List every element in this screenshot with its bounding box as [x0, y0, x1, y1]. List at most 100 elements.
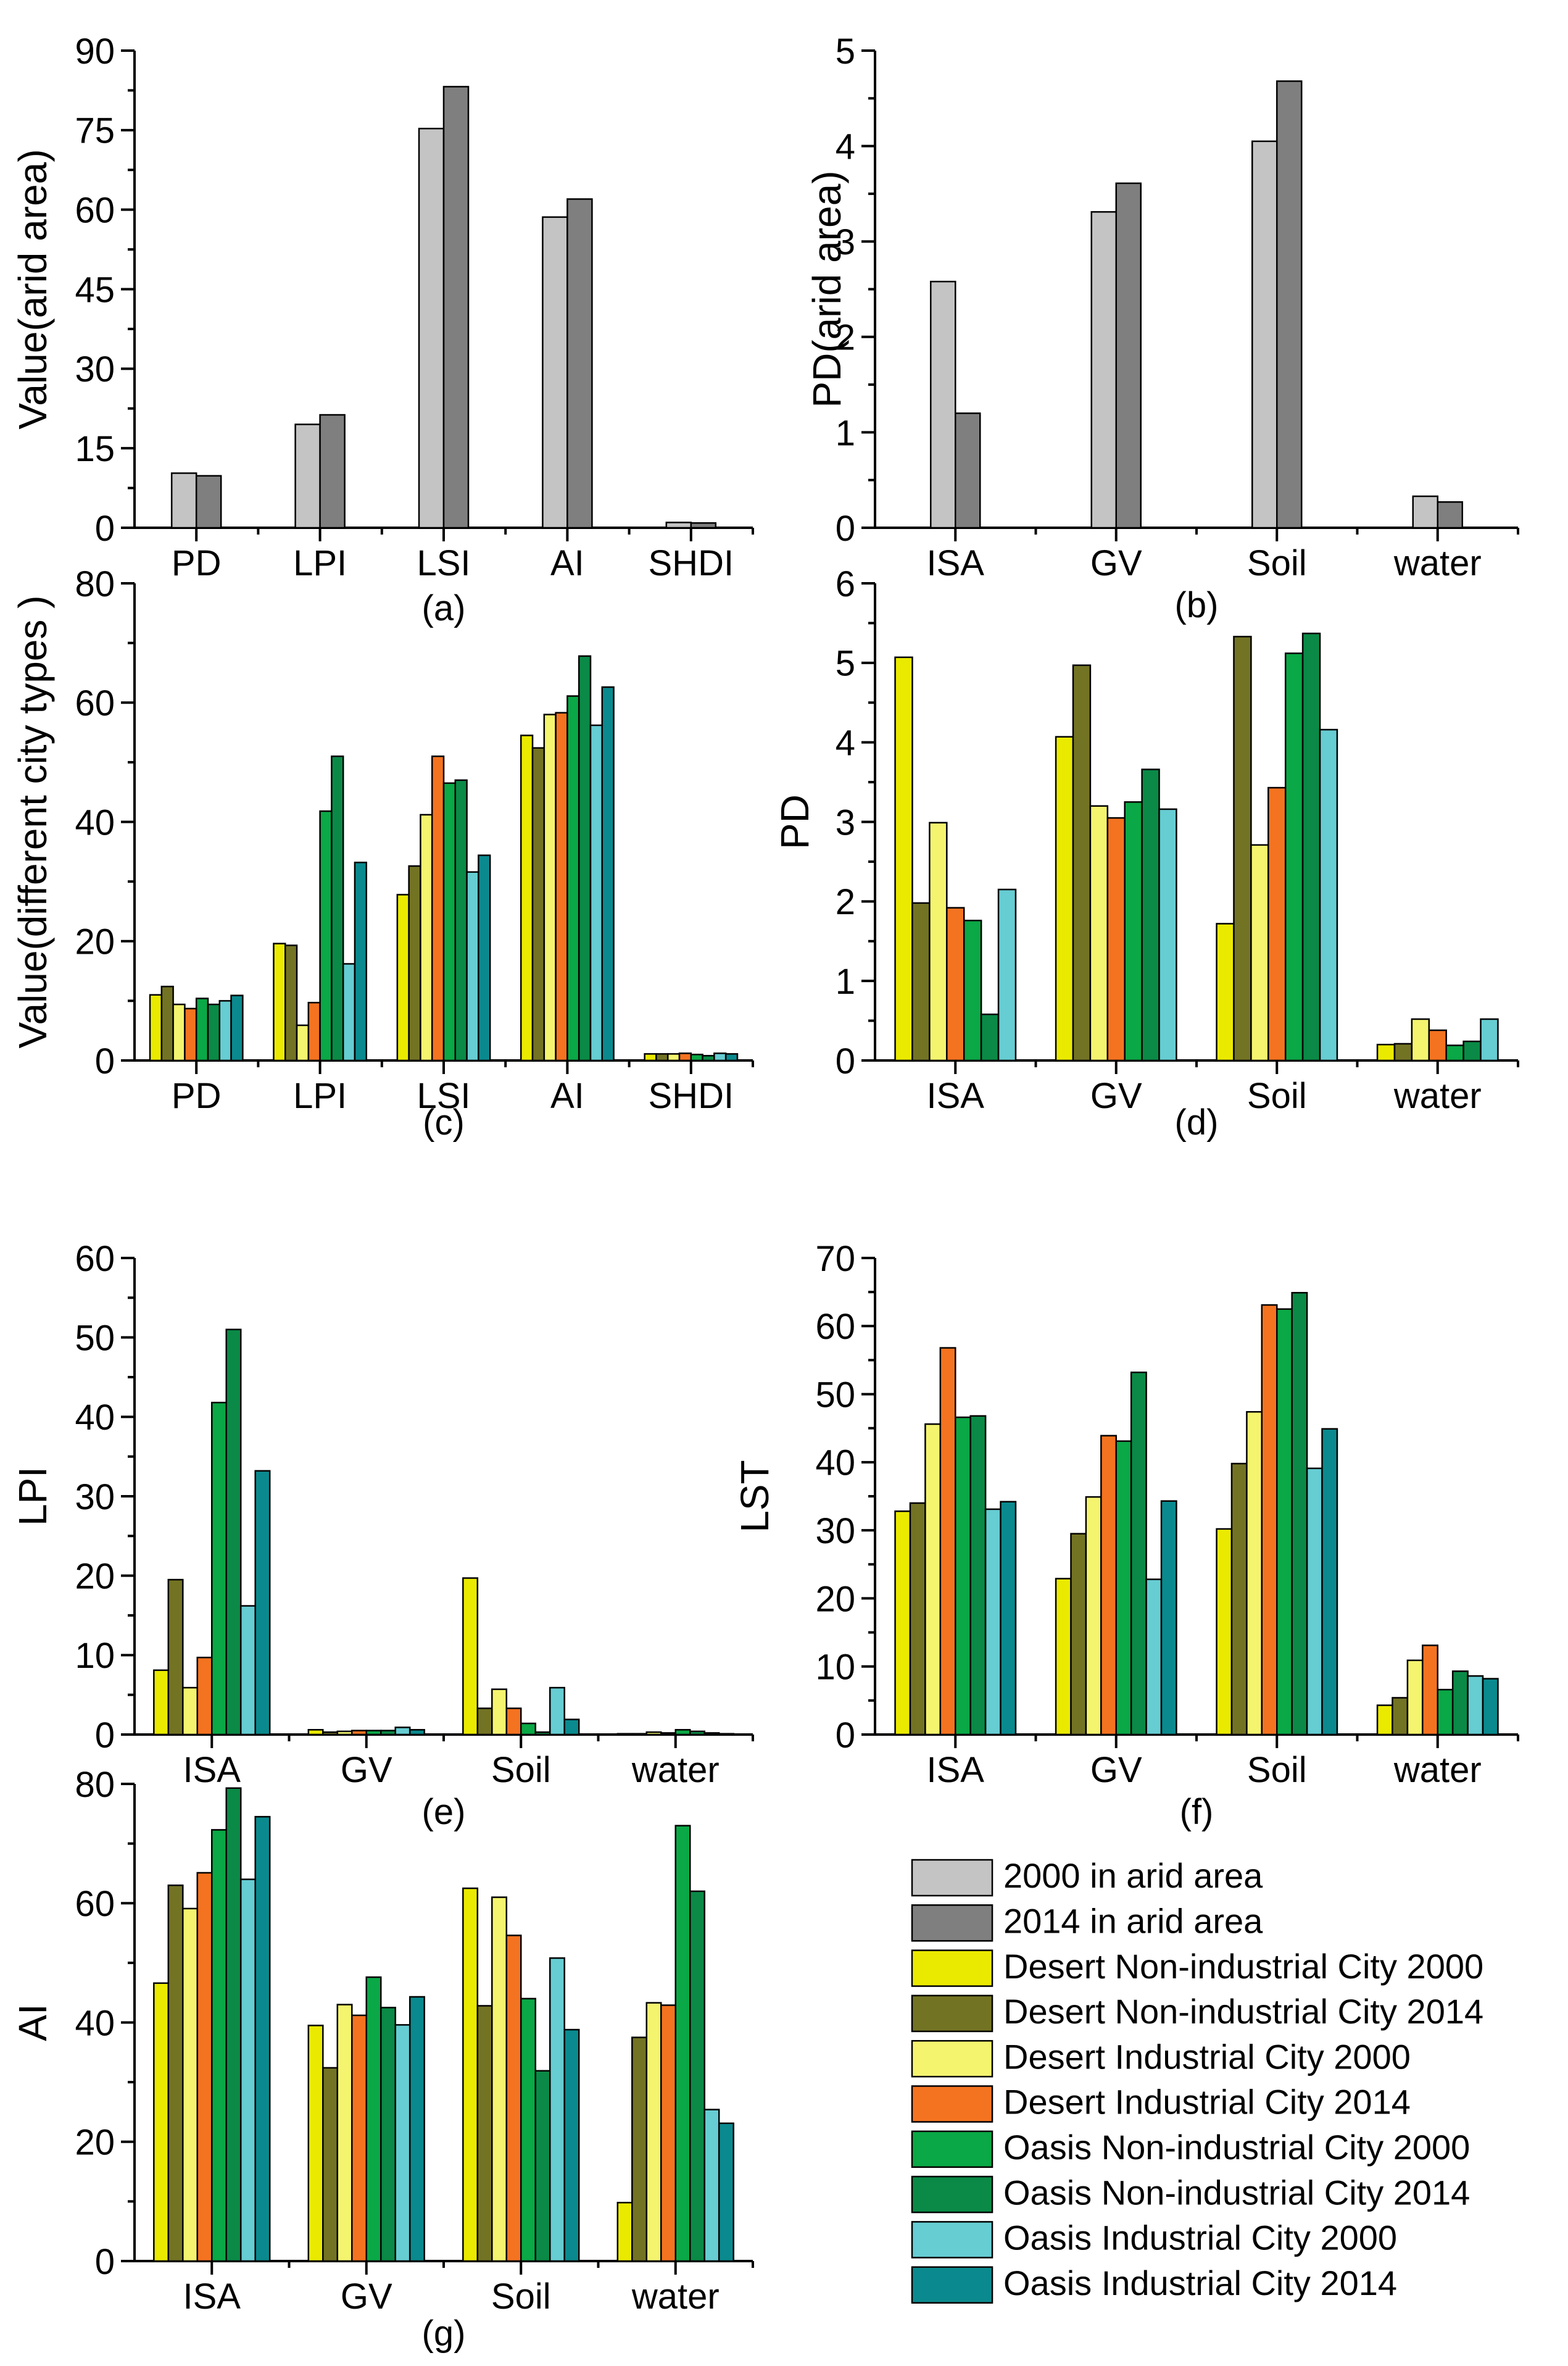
bar-d-soil-di2000: [1250, 844, 1269, 1062]
bar-f-isa-dn2014: [909, 1502, 926, 1736]
bar-b-water-arid2000: [1412, 495, 1438, 529]
bar-d-gv-on2014: [1141, 769, 1160, 1062]
bar-e-water-oi2014: [718, 1733, 734, 1736]
bar-e-soil-di2014: [505, 1707, 522, 1736]
legend-swatch: [911, 2266, 993, 2304]
x-tick-label: water: [1393, 1750, 1482, 1790]
legend-label: 2000 in arid area: [1003, 1856, 1263, 1895]
bar-d-gv-on2000: [1124, 801, 1143, 1062]
y-tick-label: 50: [815, 1375, 855, 1415]
bar-e-gv-di2000: [336, 1730, 353, 1736]
bar-c-lpi-on2014: [331, 755, 344, 1062]
bar-d-gv-dn2000: [1055, 736, 1074, 1062]
bar-c-ai-oi2000: [589, 724, 604, 1062]
x-tick-label: water: [631, 1750, 720, 1790]
bar-a-pd-arid2000: [170, 472, 197, 529]
x-tick-label: SHDI: [649, 543, 734, 583]
bar-f-soil-dn2000: [1216, 1528, 1233, 1736]
legend-label: Desert Industrial City 2014: [1003, 2083, 1411, 2122]
bar-c-pd-di2000: [172, 1003, 186, 1062]
bar-c-lsi-di2014: [431, 755, 445, 1062]
bar-b-water-arid2014: [1437, 501, 1463, 529]
bar-d-water-oi2000: [1480, 1018, 1499, 1062]
y-tick-label: 20: [815, 1579, 855, 1619]
bar-g-soil-dn2014: [476, 2005, 493, 2262]
legend-item-dn2014: Desert Non-industrial City 2014: [911, 1992, 1483, 2033]
bar-f-soil-on2000: [1276, 1308, 1293, 1736]
bar-g-gv-oi2014: [409, 1996, 425, 2262]
bar-g-isa-on2014: [225, 1787, 242, 2262]
bar-g-isa-di2014: [196, 1872, 213, 2262]
panel-label: (c): [423, 1102, 465, 1143]
legend-swatch: [911, 2221, 993, 2259]
bar-g-gv-oi2000: [394, 2024, 411, 2262]
y-tick-label: 0: [95, 509, 115, 549]
bar-c-pd-di2014: [184, 1007, 197, 1062]
bar-c-shdi-oi2014: [724, 1053, 739, 1062]
bar-e-gv-di2014: [351, 1730, 367, 1736]
bar-d-soil-dn2000: [1216, 923, 1235, 1062]
bar-f-water-dn2000: [1376, 1704, 1393, 1736]
y-tick-label: 2: [836, 882, 855, 922]
bar-b-gv-arid2000: [1090, 211, 1117, 529]
bar-f-isa-on2014: [969, 1415, 987, 1736]
bar-e-isa-on2000: [211, 1401, 227, 1736]
bar-c-ai-on2000: [566, 695, 580, 1062]
bar-f-isa-dn2000: [894, 1510, 911, 1736]
bar-g-gv-on2014: [380, 2007, 396, 2262]
bar-g-gv-di2000: [336, 2004, 353, 2262]
bar-c-shdi-di2014: [678, 1052, 692, 1062]
y-tick-label: 15: [75, 429, 115, 469]
legend-item-di2000: Desert Industrial City 2000: [911, 2037, 1411, 2078]
chart-f: 0 10 20 30 40 50 60 70 LST ISA GV Soil water (f): [732, 1239, 1519, 1832]
bar-f-soil-on2014: [1291, 1291, 1308, 1736]
legend-item-oi2014: Oasis Industrial City 2014: [911, 2264, 1397, 2304]
bar-e-water-di2000: [645, 1731, 662, 1736]
legend-label: Oasis Industrial City 2014: [1003, 2264, 1397, 2302]
bar-d-soil-on2014: [1301, 632, 1321, 1062]
x-tick-label: water: [1393, 543, 1482, 583]
bar-f-gv-oi2000: [1145, 1578, 1163, 1736]
chart-a: 0 15 30 45 60 75 90 Value(arid area) PD LPI LSI AI S…: [10, 31, 754, 628]
y-tick-label: 40: [75, 802, 115, 843]
bar-e-gv-dn2014: [322, 1731, 339, 1736]
y-tick-label: 60: [75, 683, 115, 723]
bar-g-water-on2014: [689, 1890, 705, 2262]
bar-e-water-on2000: [674, 1729, 691, 1736]
x-tick-label: LSI: [417, 543, 470, 583]
x-tick-label: ISA: [183, 2276, 241, 2317]
x-tick-label: water: [1393, 1076, 1482, 1116]
bar-c-lsi-di2000: [420, 814, 433, 1062]
bar-c-pd-oi2000: [218, 1000, 232, 1062]
bar-f-isa-di2014: [939, 1347, 956, 1736]
bar-d-water-di2000: [1411, 1018, 1430, 1062]
y-tick-label: 0: [95, 1715, 115, 1756]
bar-f-water-dn2014: [1392, 1697, 1409, 1736]
legend-swatch: [911, 1949, 993, 1987]
bar-g-water-dn2000: [616, 2202, 633, 2262]
x-tick-label: Soil: [1247, 543, 1307, 583]
legend-label: Oasis Non-industrial City 2014: [1003, 2173, 1470, 2212]
x-tick-label: LPI: [293, 1076, 347, 1116]
x-tick-label: SHDI: [649, 1076, 734, 1116]
panel-label: (b): [1175, 585, 1219, 625]
x-tick-label: PD: [172, 543, 222, 583]
bar-f-gv-dn2014: [1070, 1533, 1087, 1736]
bar-d-water-on2014: [1462, 1040, 1482, 1062]
x-tick-label: LPI: [293, 543, 347, 583]
bar-e-soil-di2000: [491, 1688, 508, 1736]
x-tick-label: GV: [1090, 543, 1142, 583]
bar-f-gv-di2014: [1100, 1435, 1117, 1736]
legend-swatch: [911, 1859, 993, 1897]
bar-f-gv-on2014: [1130, 1372, 1147, 1736]
bar-g-soil-di2014: [505, 1935, 522, 2262]
x-tick-label: PD: [172, 1076, 222, 1116]
bar-c-lsi-on2000: [442, 782, 457, 1062]
y-tick-label: 1: [836, 962, 855, 1002]
bar-e-water-dn2014: [631, 1733, 648, 1736]
legend-item-dn2000: Desert Non-industrial City 2000: [911, 1947, 1483, 1987]
legend-label: 2014 in arid area: [1003, 1902, 1263, 1941]
y-tick-label: 60: [75, 1884, 115, 1924]
y-tick-label: 5: [836, 644, 855, 684]
